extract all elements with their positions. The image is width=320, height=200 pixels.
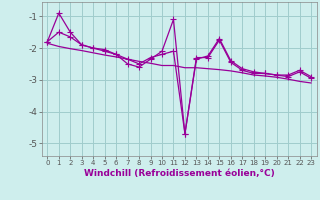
X-axis label: Windchill (Refroidissement éolien,°C): Windchill (Refroidissement éolien,°C) xyxy=(84,169,275,178)
